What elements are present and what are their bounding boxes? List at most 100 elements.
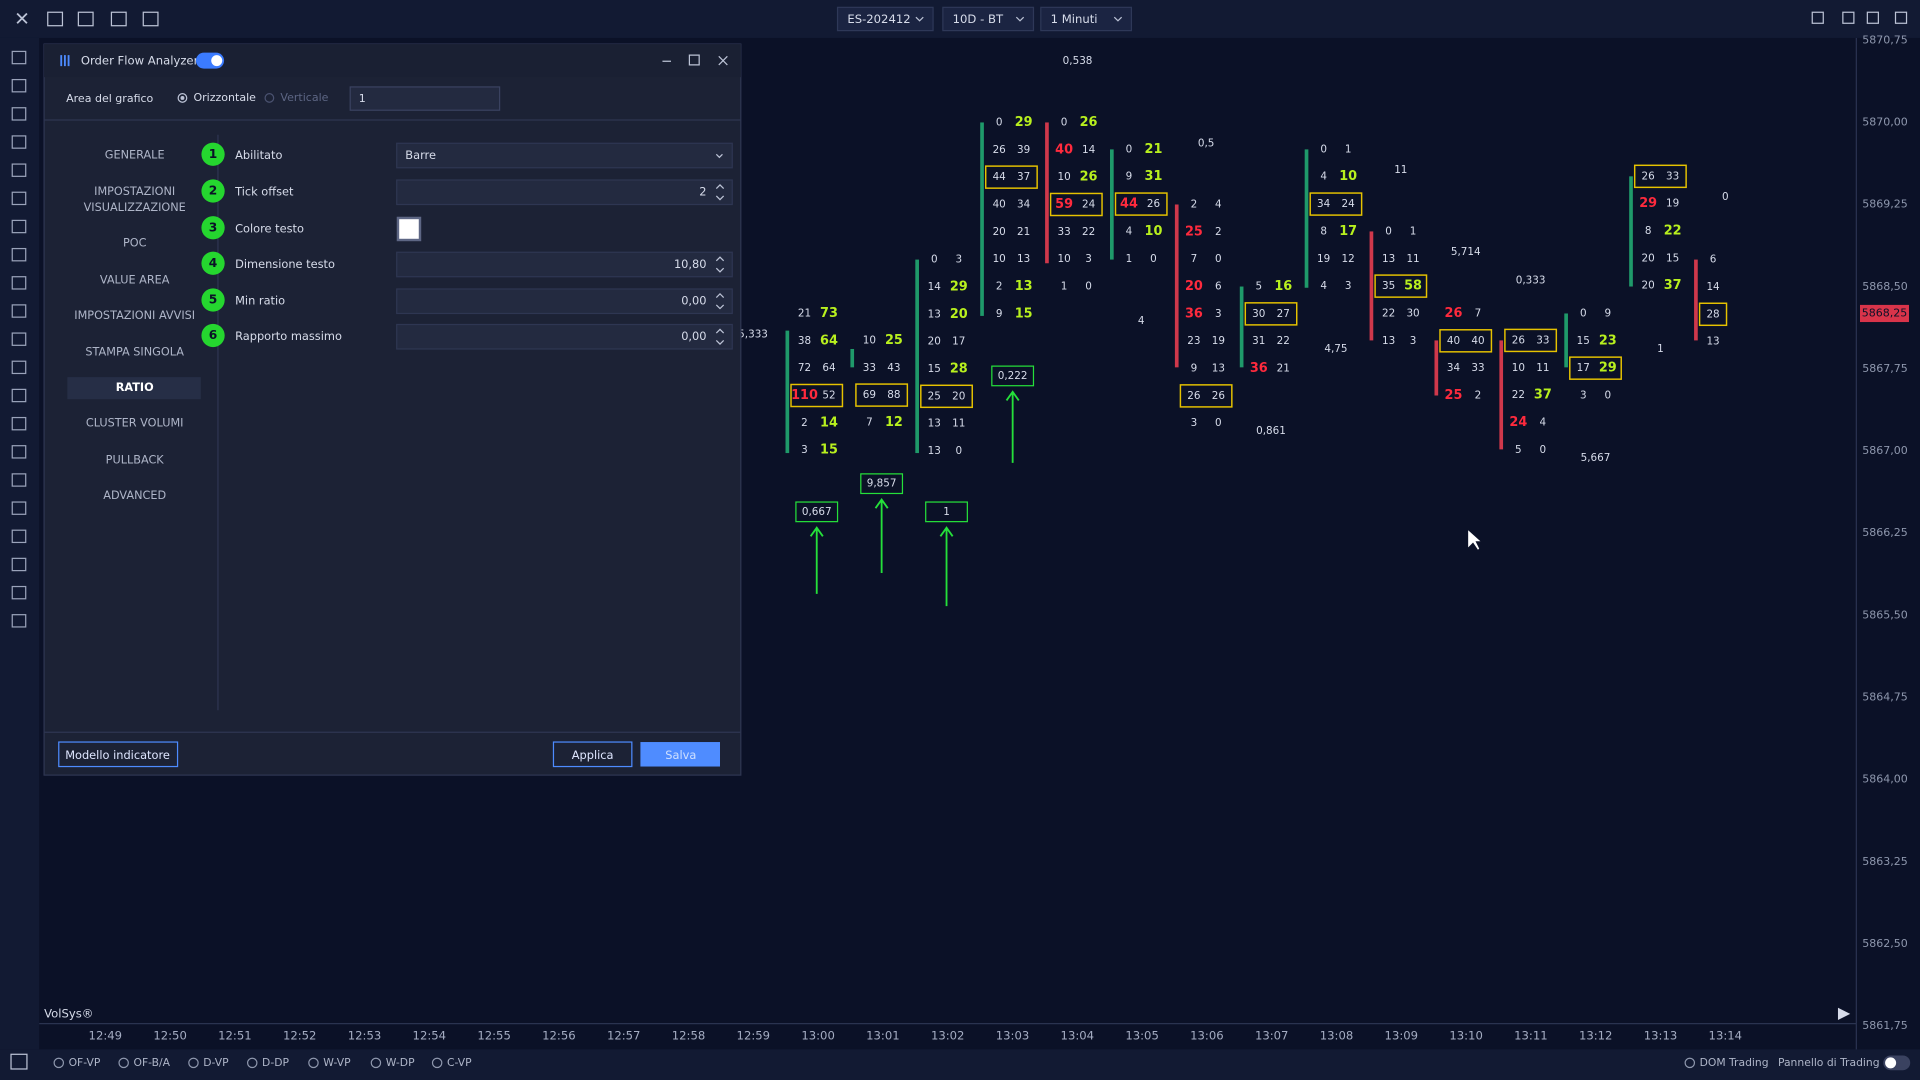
footprint-cell: 22 (1664, 224, 1682, 239)
menu-item[interactable]: VALUE AREA (100, 273, 170, 286)
dialog-title-bar (44, 44, 741, 78)
footprint-cell: 20 (993, 226, 1006, 238)
tool-icon[interactable] (11, 501, 27, 515)
footprint-cell: 21 (1145, 142, 1163, 157)
tool-icon[interactable] (11, 416, 27, 431)
tool-icon[interactable] (11, 78, 27, 93)
radio[interactable] (431, 1057, 443, 1069)
footprint-cell: 12 (1342, 253, 1355, 265)
footprint-cell: 11 (1536, 362, 1549, 374)
setting-value: 2 (699, 185, 706, 199)
price-label: 5870,75 (1862, 33, 1908, 46)
footprint-cell: 4 (1320, 280, 1327, 292)
radio[interactable] (264, 93, 275, 103)
tool-icon[interactable] (11, 50, 27, 65)
radio[interactable] (246, 1057, 258, 1069)
footprint-cell: 43 (887, 362, 900, 374)
ratio-label: 1 (943, 506, 950, 518)
tool-icon[interactable] (11, 191, 27, 206)
setting-field[interactable] (396, 179, 733, 206)
field-arrow (715, 184, 725, 201)
time-label: 12:57 (607, 1028, 641, 1042)
footprint-cell: 110 (791, 388, 818, 403)
menu-item[interactable]: STAMPA SINGOLA (85, 346, 184, 359)
menu-item[interactable]: PULLBACK (106, 453, 165, 466)
menu-item: VISUALIZZAZIONE (84, 201, 186, 214)
tool-icon[interactable] (11, 332, 27, 346)
window-buttons (662, 54, 728, 66)
mouse-cursor (1468, 530, 1481, 550)
tool-icon[interactable] (11, 585, 27, 600)
ratio-value: 4,75 (1324, 343, 1347, 355)
footprint-cell: 1 (1061, 281, 1068, 293)
tool-icon[interactable] (11, 304, 27, 318)
radio[interactable] (188, 1057, 199, 1069)
footprint-cell: 1 (1345, 143, 1352, 155)
setting-field[interactable] (396, 288, 733, 315)
price-label: 5864,75 (1862, 691, 1908, 704)
dropdown[interactable] (836, 6, 934, 32)
area-value: 1 (359, 92, 366, 105)
footprint-cell: 26 (1147, 198, 1160, 210)
menu-item[interactable]: GENERALE (105, 149, 165, 162)
footprint-cell: 11 (952, 418, 965, 430)
footprint-cell: 4 (1126, 225, 1133, 237)
dropdown[interactable] (942, 6, 1035, 32)
menu-item[interactable]: ADVANCED (103, 489, 166, 502)
area-dropdown[interactable] (349, 86, 501, 111)
color-swatch[interactable] (396, 216, 422, 242)
save-button[interactable] (640, 742, 720, 767)
price-label: 5861,75 (1862, 1019, 1908, 1032)
footprint-cell: 2 (1215, 226, 1222, 238)
tool-icon[interactable] (11, 529, 27, 544)
footprint-cell: 13 (1015, 279, 1033, 294)
radio[interactable] (1684, 1057, 1696, 1069)
footprint-cell: 10 (1145, 224, 1163, 239)
apply-button[interactable] (552, 741, 633, 768)
footprint-cell: 31 (1145, 169, 1163, 184)
ratio-value: 5,333 (738, 328, 768, 340)
footprint-cell: 25 (885, 333, 903, 348)
footprint-cell: 22 (1277, 335, 1290, 347)
tool-icon[interactable] (11, 360, 27, 375)
tool-icon[interactable] (11, 614, 27, 628)
radio[interactable] (53, 1057, 65, 1069)
setting-field[interactable] (396, 142, 733, 169)
dropdown[interactable] (1040, 6, 1133, 32)
radio[interactable] (177, 93, 188, 103)
candle (1629, 176, 1633, 287)
footprint-cell: 9 (1604, 307, 1611, 319)
setting-field[interactable] (396, 251, 733, 278)
footprint-cell: 0 (1580, 307, 1587, 319)
radio[interactable] (308, 1057, 319, 1069)
footprint-cell: 40 (1447, 335, 1460, 347)
footprint-cell: 9 (1191, 363, 1198, 375)
tool-icon[interactable] (11, 473, 27, 487)
price-label: 5862,50 (1862, 937, 1908, 950)
tool-icon[interactable] (11, 247, 27, 262)
footprint-cell: 13 (928, 308, 941, 320)
radio[interactable] (370, 1057, 382, 1069)
template-button[interactable] (58, 741, 179, 768)
tool-icon[interactable] (11, 445, 27, 459)
poc-box (1374, 274, 1428, 298)
price-label: 5867,00 (1862, 444, 1908, 457)
menu-item[interactable]: POC (123, 237, 147, 250)
tool-icon[interactable] (11, 557, 27, 572)
menu-item[interactable]: CLUSTER VOLUMI (86, 417, 184, 430)
radio[interactable] (118, 1057, 129, 1069)
tool-icon[interactable] (11, 219, 27, 234)
window-control (1811, 11, 1824, 24)
footprint-cell: 10 (1057, 171, 1070, 183)
tool-icon[interactable] (11, 276, 27, 290)
tool-icon[interactable] (11, 135, 27, 149)
radio-label: Verticale (280, 91, 328, 104)
menu-item[interactable]: RATIO (116, 381, 154, 394)
dropdown-arrow (915, 16, 924, 22)
tool-icon[interactable] (11, 107, 27, 121)
menu-item[interactable]: IMPOSTAZIONI AVVISI (74, 309, 195, 322)
setting-field[interactable] (396, 323, 733, 350)
footprint-cell: 64 (822, 362, 836, 374)
tool-icon[interactable] (11, 388, 27, 403)
tool-icon[interactable] (11, 163, 27, 177)
